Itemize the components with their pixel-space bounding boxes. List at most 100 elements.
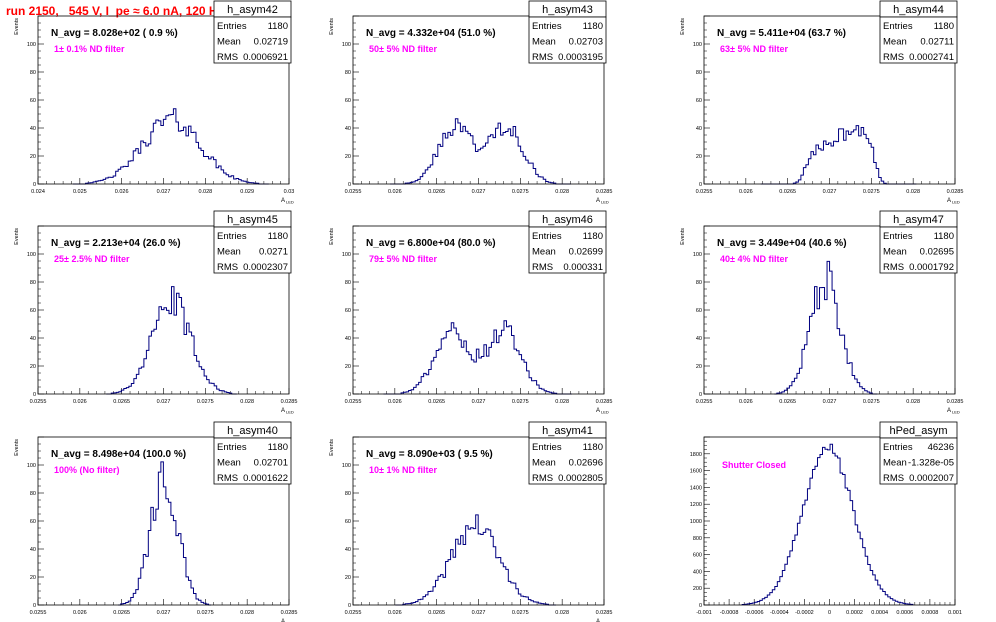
x-tick-label: 0.0255 [696,189,713,195]
y-tick-label: 20 [345,364,351,370]
y-tick-label: 0 [33,182,36,188]
y-tick-label: 40 [30,547,36,553]
y-axis-title: Events [329,18,335,35]
y-axis-title: Events [680,18,686,35]
stats-key-rms: RMS [883,473,904,484]
stats-key-entries: Entries [217,442,247,453]
plot-frame [703,436,956,606]
histogram-panel-h_asym41: Events 0 20 40 60 80 100 0.0255 0.026 0.0265 0.027… [329,421,612,622]
stats-value-entries: 1180 [583,442,603,453]
x-tick-label: 0.0255 [345,399,362,405]
stats-value-mean: -1.328e-05 [908,458,954,469]
x-tick-label: 0.028 [906,189,920,195]
y-tick-label: 100 [342,42,351,48]
navg-label: N_avg = 3.449e+04 (40.6 %) [717,238,847,249]
y-tick-label: 1200 [690,502,702,508]
stats-key-mean: Mean [217,458,241,469]
x-tick-label: 0.0265 [428,399,445,405]
y-tick-label: 0 [33,603,36,609]
stats-value-mean: 0.02703 [569,37,603,48]
stats-key-rms: RMS [217,52,238,63]
y-tick-label: 100 [342,463,351,469]
x-tick-label: 0.026 [115,189,129,195]
x-tick-label: -0.0008 [720,610,739,616]
stats-key-rms: RMS [532,473,553,484]
stats-box [528,226,607,274]
y-tick-label: 80 [696,280,702,286]
stats-key-entries: Entries [883,442,913,453]
plot-frame [703,225,956,395]
stats-key-entries: Entries [217,21,247,32]
stats-value-rms: 0.0003195 [558,52,603,63]
y-axis-title: Events [329,228,335,245]
x-tick-label: 0.028 [555,399,569,405]
x-tick-label: 0.0275 [863,189,880,195]
y-tick-label: 1000 [690,519,702,525]
y-tick-label: 0 [348,603,351,609]
y-tick-label: 20 [696,154,702,160]
x-tick-label: 0.0275 [197,610,214,616]
histogram-panel-h_asym42: Events 0 20 40 60 80 100 0.024 0.025 0.026 0.027 0.… [14,0,294,205]
stats-box [879,437,958,485]
x-tick-label: 0.0265 [779,399,796,405]
x-tick-label: 0.026 [388,399,402,405]
stats-key-entries: Entries [532,231,562,242]
stats-key-entries: Entries [883,21,913,32]
x-axis-title: ALED [281,619,294,622]
y-tick-label: 20 [345,154,351,160]
stats-key-mean: Mean [532,458,556,469]
x-tick-label: 0.029 [240,189,254,195]
x-tick-label: 0.0255 [30,399,47,405]
histogram-title: h_asym44 [893,4,944,16]
x-tick-label: 0.027 [157,399,171,405]
histogram-outline [760,125,917,185]
y-tick-label: 80 [30,491,36,497]
x-tick-label: 0.0004 [871,610,888,616]
histogram-panel-h_asym44: Events 0 20 40 60 80 100 0.0255 0.026 0.0265 0.027… [680,0,964,205]
x-axis-title: ALED [281,408,294,415]
stats-box [879,16,958,64]
y-tick-label: 0 [33,392,36,398]
histogram-outline [390,118,571,185]
y-tick-label: 600 [693,553,702,559]
x-tick-label: 0.0008 [921,610,938,616]
x-axis-title: ALED [281,198,294,205]
y-tick-label: 80 [30,70,36,76]
y-tick-label: 20 [30,575,36,581]
x-tick-label: 0.028 [906,399,920,405]
y-tick-label: 80 [345,70,351,76]
histogram-outline [73,108,269,185]
filter-label: 25± 2.5% ND filter [54,254,130,264]
x-tick-label: 0.027 [157,610,171,616]
y-tick-label: 40 [30,336,36,342]
stats-value-mean: 0.02719 [254,37,288,48]
x-tick-label: 0.0285 [947,189,964,195]
stats-key-entries: Entries [532,21,562,32]
stats-key-mean: Mean [883,247,907,258]
x-tick-label: 0.001 [948,610,962,616]
x-tick-label: 0.027 [472,399,486,405]
histogram-title: h_asym46 [542,214,593,226]
x-tick-label: 0.0285 [947,399,964,405]
y-tick-label: 40 [345,336,351,342]
x-tick-label: 0.0255 [345,610,362,616]
y-tick-label: 20 [696,364,702,370]
x-tick-label: 0.0285 [281,610,298,616]
plot-frame [352,225,605,395]
navg-label: N_avg = 5.411e+04 (63.7 %) [717,28,846,39]
stats-box [528,16,607,64]
y-tick-label: 20 [345,575,351,581]
histogram-panel-h_asym47: Events 0 20 40 60 80 100 0.0255 0.026 0.0265 0.027… [680,210,964,415]
y-tick-label: 40 [345,126,351,132]
stats-box [528,437,607,485]
x-tick-label: 0.028 [240,399,254,405]
y-tick-label: 400 [693,569,702,575]
x-tick-label: 0.0265 [428,189,445,195]
x-tick-label: 0.028 [240,610,254,616]
x-tick-label: -0.001 [696,610,712,616]
stats-value-entries: 1180 [934,21,954,32]
stats-box [213,16,292,64]
x-tick-label: 0.0275 [512,399,529,405]
stats-value-mean: 0.02699 [569,247,603,258]
histogram-panel-h_asym43: Events 0 20 40 60 80 100 0.0255 0.026 0.0265 0.027… [329,0,612,205]
